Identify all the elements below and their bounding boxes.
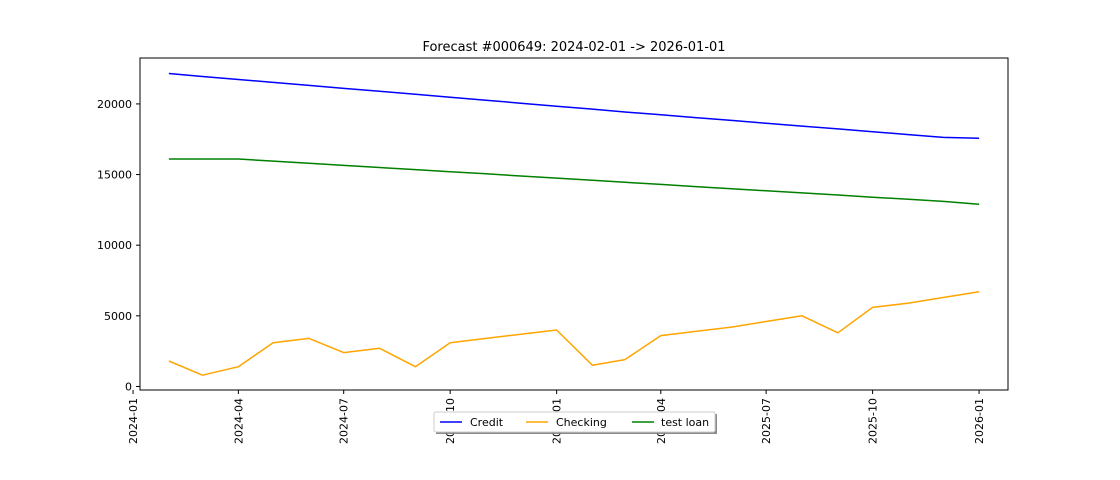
- x-tick-label: 2024-07: [338, 398, 351, 444]
- x-tick-label: 2024-01: [127, 398, 140, 444]
- legend-label-checking: Checking: [556, 416, 607, 429]
- y-tick-label: 15000: [97, 169, 132, 182]
- legend-box: [433, 411, 716, 433]
- legend: Credit Checking test loan: [433, 411, 717, 434]
- x-tick-label: 2025-10: [867, 398, 880, 444]
- x-tick-label: 2024-04: [232, 398, 245, 444]
- series-line-test-loan: [168, 158, 980, 205]
- x-tick-label: 2026-01: [973, 398, 986, 444]
- y-tick-label: 20000: [97, 98, 132, 111]
- y-tick-label: 0: [125, 380, 132, 393]
- x-axis: 2024-012024-042024-072024-102025-012025-…: [127, 390, 986, 444]
- series-line-credit: [168, 72, 980, 139]
- series-line-checking: [168, 291, 980, 376]
- y-axis: 0 5000 10000 15000 20000: [97, 98, 140, 393]
- legend-label-test-loan: test loan: [661, 416, 709, 429]
- x-tick-label: 2025-07: [760, 398, 773, 444]
- chart-title: Forecast #000649: 2024-02-01 -> 2026-01-…: [422, 40, 725, 55]
- legend-label-credit: Credit: [470, 416, 504, 429]
- y-tick-label: 10000: [97, 239, 132, 252]
- plot-area-frame: [139, 57, 1009, 391]
- series-lines: [168, 72, 980, 376]
- y-tick-label: 5000: [104, 310, 132, 323]
